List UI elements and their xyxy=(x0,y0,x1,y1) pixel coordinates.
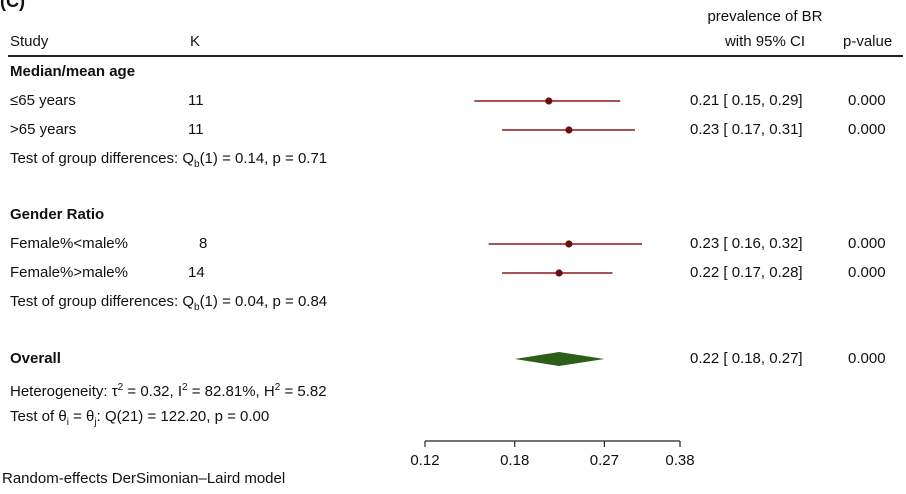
overall-ci-text: 0.22 [ 0.18, 0.27] xyxy=(690,350,803,367)
row-label: Female%>male% xyxy=(10,264,128,281)
group-test-age: Test of group differences: Qb(1) = 0.14,… xyxy=(10,150,328,170)
point-estimate xyxy=(565,240,573,248)
row-k: 14 xyxy=(188,264,205,281)
row-ci-text: 0.21 [ 0.15, 0.29] xyxy=(690,92,803,109)
model-footnote: Random-effects DerSimonian–Laird model xyxy=(2,470,286,487)
theta-test-text: Test of θi = θj: Q(21) = 122.20, p = 0.0… xyxy=(10,408,270,428)
column-header-estimate-line2: with 95% CI xyxy=(724,33,806,50)
overall-title: Overall xyxy=(10,350,61,367)
group-title-gender: Gender Ratio xyxy=(10,206,105,223)
overall-diamond xyxy=(514,352,605,366)
row-label: >65 years xyxy=(10,121,77,138)
row-k: 11 xyxy=(188,92,204,109)
group-title-age: Median/mean age xyxy=(10,63,136,80)
row-k: 8 xyxy=(199,235,208,252)
row-ci-text: 0.22 [ 0.17, 0.28] xyxy=(690,264,803,281)
heterogeneity-text: Heterogeneity: τ2 = 0.32, I2 = 82.81%, H… xyxy=(10,382,327,400)
row-label: ≤65 years xyxy=(10,92,76,109)
x-axis-tick-label: 0.18 xyxy=(500,452,529,469)
row-pvalue: 0.000 xyxy=(848,121,886,138)
column-header-pvalue: p-value xyxy=(843,33,893,50)
column-header-k: K xyxy=(190,33,201,50)
row-k: 11 xyxy=(188,121,204,138)
row-pvalue: 0.000 xyxy=(848,235,886,252)
point-estimate xyxy=(545,97,553,105)
row-pvalue: 0.000 xyxy=(848,264,886,281)
row-pvalue: 0.000 xyxy=(848,92,886,109)
column-header-study: Study xyxy=(10,33,49,50)
x-axis-tick-label: 0.38 xyxy=(665,452,694,469)
overall-pvalue: 0.000 xyxy=(848,350,886,367)
header-rule xyxy=(8,55,903,57)
row-label: Female%<male% xyxy=(10,235,128,252)
point-estimate xyxy=(565,126,573,134)
row-ci-text: 0.23 [ 0.16, 0.32] xyxy=(690,235,803,252)
column-header-estimate-line1: prevalence of BR xyxy=(707,8,823,25)
panel-label: (C) xyxy=(0,0,25,11)
x-axis-tick-label: 0.27 xyxy=(590,452,619,469)
x-axis-tick-label: 0.12 xyxy=(410,452,439,469)
point-estimate xyxy=(555,269,563,277)
group-test-gender: Test of group differences: Qb(1) = 0.04,… xyxy=(10,293,328,313)
row-ci-text: 0.23 [ 0.17, 0.31] xyxy=(690,121,803,138)
